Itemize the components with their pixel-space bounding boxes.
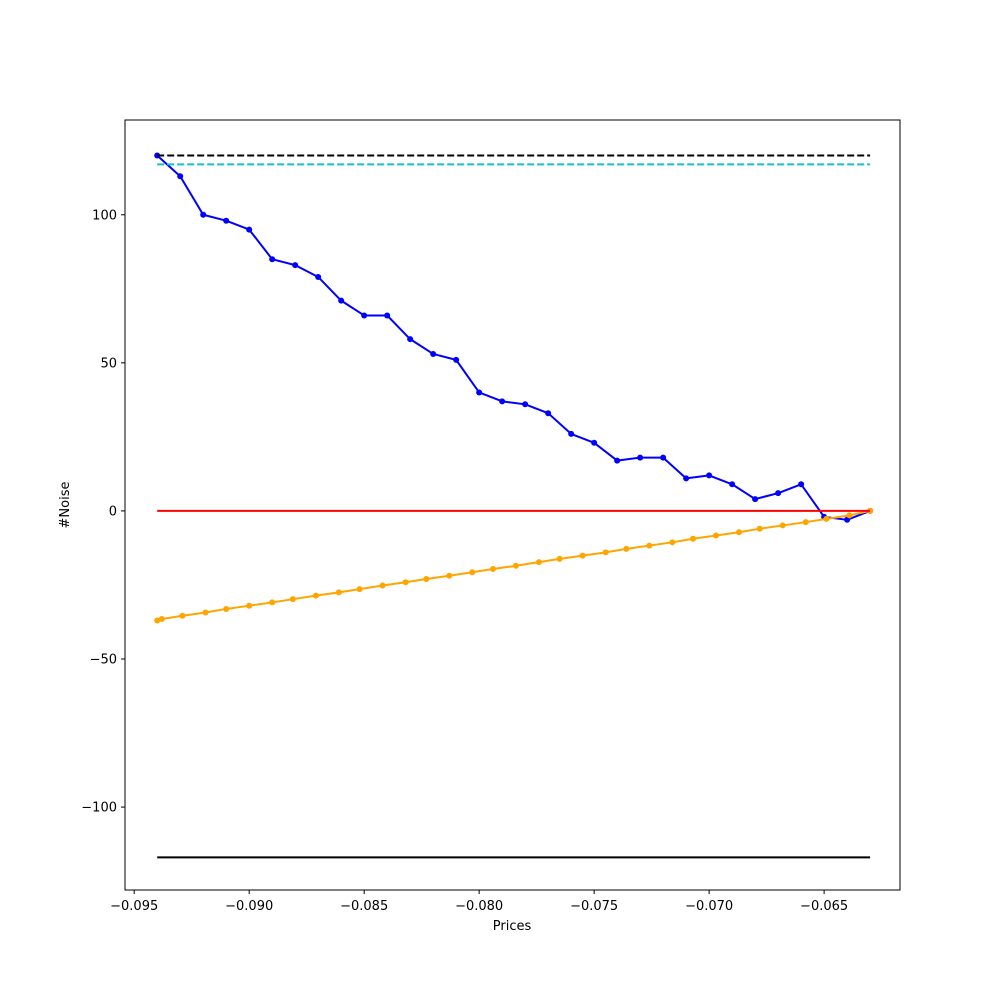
data-point <box>338 297 345 304</box>
data-point <box>200 211 207 218</box>
plot-area <box>125 120 900 890</box>
data-point <box>779 522 786 529</box>
data-point <box>512 562 519 569</box>
data-point <box>315 273 322 280</box>
y-axis-label: #Noise <box>58 482 73 529</box>
x-tick-label: −0.095 <box>110 899 158 914</box>
data-point <box>476 389 483 396</box>
data-point <box>177 173 184 180</box>
data-point <box>637 454 644 461</box>
data-point <box>384 312 391 319</box>
y-axis: −100 −50 0 50 100 <box>81 208 125 816</box>
y-tick-label: 50 <box>100 356 117 371</box>
data-point <box>729 481 736 488</box>
data-point <box>469 569 476 576</box>
data-point <box>269 599 276 606</box>
data-point <box>752 496 759 503</box>
series-layer <box>154 152 874 859</box>
x-axis: −0.095 −0.090 −0.085 −0.080 −0.075 −0.070 −0.0… <box>110 890 848 914</box>
data-point <box>623 545 630 552</box>
series-line <box>156 154 871 521</box>
data-point <box>361 312 368 319</box>
x-axis-label: Prices <box>493 919 532 934</box>
data-point <box>158 616 165 623</box>
series-1 <box>154 507 874 624</box>
data-point <box>223 217 230 224</box>
data-point <box>775 490 782 497</box>
series-line <box>156 509 871 622</box>
data-point <box>423 576 430 583</box>
plot-frame <box>124 119 901 891</box>
data-point <box>660 454 667 461</box>
x-tick-label: −0.070 <box>685 899 733 914</box>
data-point <box>802 519 809 526</box>
data-point <box>453 356 460 363</box>
data-point <box>535 559 542 566</box>
x-tick-label: −0.075 <box>570 899 618 914</box>
data-point <box>489 565 496 572</box>
data-point <box>846 512 853 519</box>
data-point <box>579 552 586 559</box>
data-point <box>379 582 386 589</box>
data-point <box>568 430 575 437</box>
series-0 <box>154 152 874 523</box>
data-point <box>690 535 697 542</box>
data-point <box>356 586 363 593</box>
data-point <box>446 572 453 579</box>
data-point <box>499 398 506 405</box>
data-point <box>602 549 609 556</box>
y-tick-label: −50 <box>90 653 117 668</box>
data-point <box>292 262 299 269</box>
data-point <box>706 472 713 479</box>
x-tick-label: −0.065 <box>800 899 848 914</box>
data-point <box>179 612 186 619</box>
y-tick-label: −100 <box>81 801 117 816</box>
data-point <box>246 226 253 233</box>
data-point <box>844 516 851 523</box>
x-tick-label: −0.085 <box>340 899 388 914</box>
data-point <box>430 350 437 357</box>
data-point <box>269 256 276 263</box>
x-tick-label: −0.080 <box>455 899 503 914</box>
data-point <box>669 539 676 546</box>
data-point <box>246 602 253 609</box>
data-point <box>556 555 563 562</box>
y-tick-label: 100 <box>92 208 117 223</box>
y-tick-label: 0 <box>109 504 117 519</box>
data-point <box>223 605 230 612</box>
data-point <box>736 529 743 536</box>
data-point <box>756 525 763 532</box>
data-point <box>545 410 552 417</box>
data-point <box>289 596 296 603</box>
data-point <box>522 401 529 408</box>
data-point <box>202 609 209 616</box>
data-point <box>614 457 621 464</box>
x-tick-label: −0.090 <box>225 899 273 914</box>
data-point <box>402 579 409 586</box>
data-point <box>312 592 319 599</box>
data-point <box>683 475 690 482</box>
data-point <box>335 589 342 596</box>
data-point <box>154 617 161 624</box>
data-point <box>646 542 653 549</box>
data-point <box>798 481 805 488</box>
data-point <box>591 439 598 446</box>
data-point <box>713 532 720 539</box>
data-point <box>823 515 830 522</box>
data-point <box>407 336 414 343</box>
